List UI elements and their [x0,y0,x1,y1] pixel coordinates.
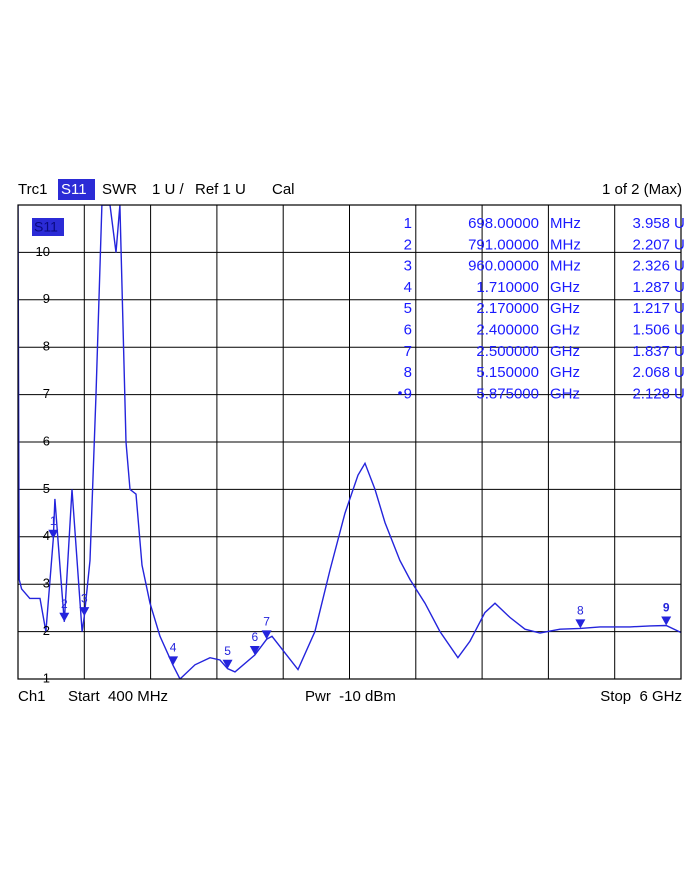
param: S11 [61,181,87,198]
marker-value: 1.287 [632,279,670,296]
marker-index: 5 [404,300,412,317]
marker-unit: U [674,343,685,360]
marker-index: 2 [404,236,412,253]
y-tick-label: 5 [43,481,50,496]
marker-value: 2.207 [632,236,670,253]
marker-freq-unit: GHz [550,321,580,338]
marker-freq-unit: GHz [550,385,580,402]
marker-freq-unit: GHz [550,300,580,317]
marker-value: 3.958 [632,215,670,232]
marker-frequency: 2.500000 [476,343,539,360]
power: Pwr -10 dBm [305,688,396,705]
marker-freq-unit: MHz [550,236,581,253]
marker-triangle [79,607,90,617]
cal: Cal [272,181,295,198]
marker-label: 6 [251,630,258,644]
marker-frequency: 5.150000 [476,364,539,381]
marker-label: 5 [224,644,231,658]
marker-value: 2.068 [632,364,670,381]
marker-unit: U [674,321,685,338]
marker-frequency: 2.400000 [476,321,539,338]
marker-frequency: 2.170000 [476,300,539,317]
marker-unit: U [674,364,685,381]
marker-frequency: 698.00000 [468,215,539,232]
marker-value: 1.506 [632,321,670,338]
marker-label: 8 [577,604,584,618]
marker-label: 2 [61,597,68,611]
marker-label: 9 [663,601,670,615]
marker-label: 7 [263,614,270,628]
reference: Ref 1 U [195,181,246,198]
marker-freq-unit: MHz [550,258,581,275]
trace-id: Trc1 [18,181,47,198]
marker-freq-unit: MHz [550,215,581,232]
marker-freq-unit: GHz [550,364,580,381]
marker-frequency: 1.710000 [476,279,539,296]
marker-triangle [59,612,70,622]
marker-index: 1 [404,215,412,232]
marker-triangle [48,529,59,539]
marker-unit: U [674,385,685,402]
marker-value: 2.326 [632,258,670,275]
y-tick-label: 3 [43,576,50,591]
marker-index: 4 [404,279,412,296]
y-tick-label: 8 [43,339,50,354]
trace-line [18,205,681,679]
y-tick-label: 4 [43,528,50,543]
marker-index: 8 [404,364,412,381]
y-tick-label: 6 [43,433,50,448]
marker-label: 1 [50,514,57,528]
trace-label: S11 [34,219,58,235]
marker-triangle [168,656,179,666]
marker-index: 9 [404,385,412,402]
marker-unit: U [674,279,685,296]
marker-triangle [661,616,672,626]
param-box [58,179,95,200]
y-tick-label: 1 [43,670,50,685]
marker-index: 7 [404,343,412,360]
stop-freq: Stop 6 GHz [600,688,682,705]
marker-frequency: 5.875000 [476,385,539,402]
marker-index: 3 [404,258,412,275]
marker-frequency: 960.00000 [468,258,539,275]
trace-label-box [32,218,64,236]
y-tick-label: 7 [43,386,50,401]
marker-value: 1.217 [632,300,670,317]
page-indicator: 1 of 2 (Max) [602,181,682,198]
marker-unit: U [674,258,685,275]
channel: Ch1 [18,688,46,705]
marker-triangle [575,619,586,629]
marker-freq-unit: GHz [550,279,580,296]
scale: 1 U / [152,181,185,198]
marker-label: 3 [81,591,88,605]
marker-triangle [261,630,272,640]
active-marker-dot [398,391,402,395]
y-tick-label: 10 [36,244,50,259]
y-tick-label: 2 [43,623,50,638]
format: SWR [102,181,137,198]
marker-triangle [249,646,260,656]
marker-frequency: 791.00000 [468,236,539,253]
marker-unit: U [674,236,685,253]
marker-triangle [222,659,233,669]
marker-label: 4 [170,641,177,655]
marker-value: 2.128 [632,385,670,402]
start-freq: Start 400 MHz [68,688,168,705]
marker-unit: U [674,300,685,317]
marker-freq-unit: GHz [550,343,580,360]
plot-frame [17,204,682,680]
marker-unit: U [674,215,685,232]
marker-index: 6 [404,321,412,338]
marker-value: 1.837 [632,343,670,360]
y-tick-label: 9 [43,291,50,306]
